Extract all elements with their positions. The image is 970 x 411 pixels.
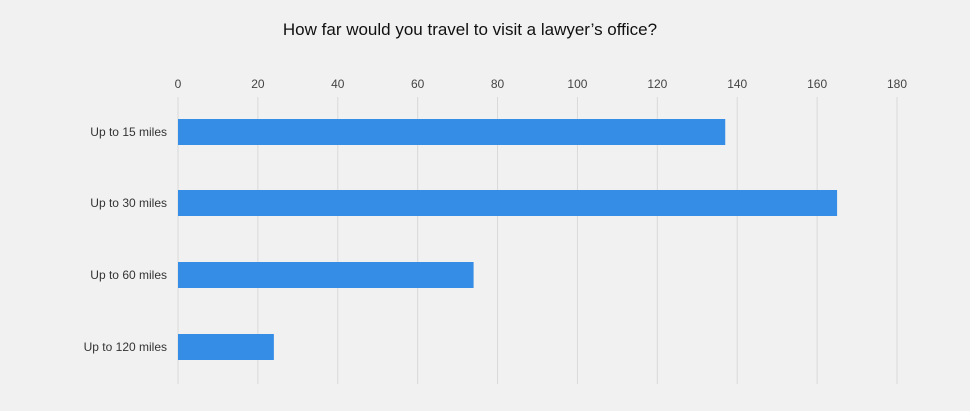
chart-title: How far would you travel to visit a lawy…: [282, 20, 658, 39]
x-tick-label: 140: [727, 77, 747, 91]
category-label: Up to 120 miles: [84, 340, 167, 354]
x-axis-ticks: 0 20 40 60 80 100 120 140 160 180: [175, 77, 908, 91]
bar: [178, 190, 838, 216]
bar: [178, 262, 474, 288]
category-label: Up to 30 miles: [90, 196, 167, 210]
bar: [178, 334, 274, 360]
x-tick-label: 80: [491, 77, 505, 91]
category-label: Up to 60 miles: [90, 268, 167, 282]
x-tick-label: 160: [807, 77, 827, 91]
x-tick-label: 20: [251, 77, 265, 91]
x-tick-label: 120: [647, 77, 667, 91]
bars: [178, 119, 838, 360]
x-tick-label: 0: [175, 77, 182, 91]
x-tick-label: 100: [567, 77, 587, 91]
category-label: Up to 15 miles: [90, 125, 167, 139]
x-tick-label: 180: [887, 77, 907, 91]
x-tick-label: 40: [331, 77, 345, 91]
x-tick-label: 60: [411, 77, 425, 91]
grid-layer: [177, 97, 898, 384]
category-labels: Up to 15 miles Up to 30 miles Up to 60 mil…: [84, 125, 167, 354]
bar: [178, 119, 726, 145]
